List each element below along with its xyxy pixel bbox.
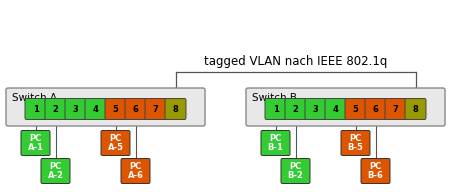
- Text: 5: 5: [352, 104, 358, 113]
- FancyBboxPatch shape: [165, 98, 186, 119]
- Text: 1: 1: [33, 104, 39, 113]
- FancyBboxPatch shape: [345, 98, 366, 119]
- FancyBboxPatch shape: [121, 159, 150, 184]
- FancyBboxPatch shape: [361, 159, 390, 184]
- FancyBboxPatch shape: [246, 88, 445, 126]
- Text: Switch A: Switch A: [12, 93, 57, 103]
- Text: 2: 2: [293, 104, 299, 113]
- Text: 4: 4: [333, 104, 338, 113]
- FancyBboxPatch shape: [261, 131, 290, 156]
- FancyBboxPatch shape: [385, 98, 406, 119]
- Text: tagged VLAN nach IEEE 802.1q: tagged VLAN nach IEEE 802.1q: [204, 55, 387, 68]
- Text: 1: 1: [273, 104, 279, 113]
- Text: 5: 5: [112, 104, 118, 113]
- FancyBboxPatch shape: [405, 98, 426, 119]
- FancyBboxPatch shape: [305, 98, 326, 119]
- FancyBboxPatch shape: [85, 98, 106, 119]
- Text: 8: 8: [413, 104, 419, 113]
- FancyBboxPatch shape: [65, 98, 86, 119]
- Text: Switch B: Switch B: [252, 93, 297, 103]
- FancyBboxPatch shape: [281, 159, 310, 184]
- FancyBboxPatch shape: [101, 131, 130, 156]
- Text: PC
A-5: PC A-5: [107, 134, 124, 152]
- FancyBboxPatch shape: [265, 98, 286, 119]
- Text: PC
B-5: PC B-5: [347, 134, 363, 152]
- Text: 6: 6: [133, 104, 139, 113]
- FancyBboxPatch shape: [21, 131, 50, 156]
- FancyBboxPatch shape: [125, 98, 146, 119]
- FancyBboxPatch shape: [6, 88, 205, 126]
- FancyBboxPatch shape: [145, 98, 166, 119]
- FancyBboxPatch shape: [365, 98, 386, 119]
- FancyBboxPatch shape: [105, 98, 126, 119]
- FancyBboxPatch shape: [45, 98, 66, 119]
- Text: 4: 4: [92, 104, 98, 113]
- FancyBboxPatch shape: [41, 159, 70, 184]
- Text: 3: 3: [72, 104, 78, 113]
- Text: PC
A-1: PC A-1: [28, 134, 43, 152]
- Text: PC
B-1: PC B-1: [268, 134, 284, 152]
- Text: PC
B-2: PC B-2: [288, 162, 304, 180]
- Text: 6: 6: [372, 104, 378, 113]
- Text: 8: 8: [173, 104, 178, 113]
- Text: 7: 7: [153, 104, 159, 113]
- Text: PC
A-6: PC A-6: [127, 162, 144, 180]
- FancyBboxPatch shape: [285, 98, 306, 119]
- Text: 3: 3: [313, 104, 318, 113]
- FancyBboxPatch shape: [325, 98, 346, 119]
- Text: 2: 2: [53, 104, 58, 113]
- FancyBboxPatch shape: [341, 131, 370, 156]
- Text: PC
B-6: PC B-6: [367, 162, 383, 180]
- FancyBboxPatch shape: [25, 98, 46, 119]
- Text: PC
A-2: PC A-2: [48, 162, 63, 180]
- Text: 7: 7: [393, 104, 398, 113]
